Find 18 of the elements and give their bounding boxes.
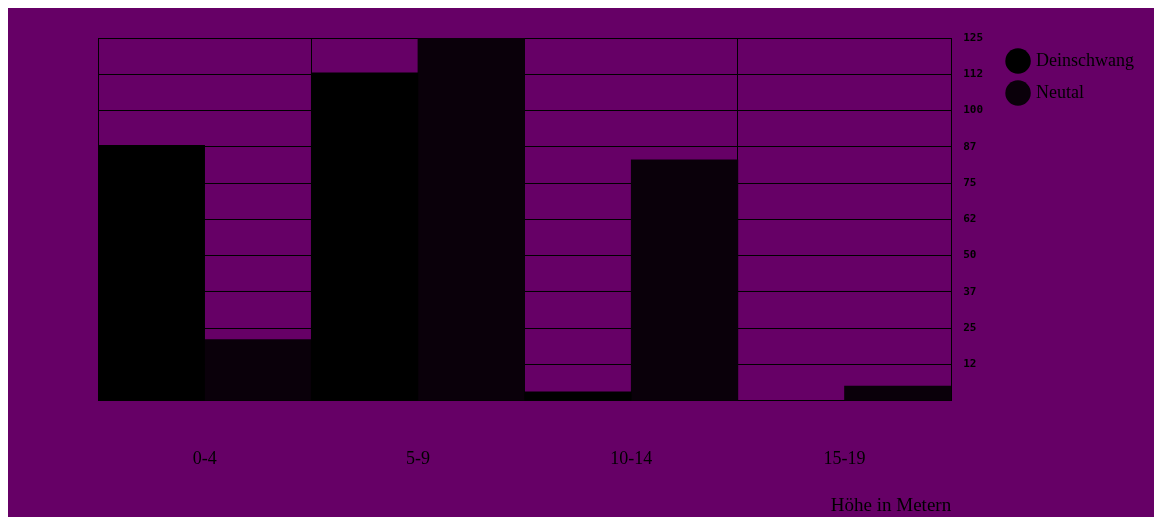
x-tick-label: 10-14 [610,448,653,469]
y-tick-label: 75 [963,175,977,189]
y-tick-label: 112 [963,67,984,81]
y-tick-label: 62 [963,212,977,226]
x-tick-label: 15-19 [823,448,866,469]
y-tick-label: 12 [963,357,977,371]
bar [844,385,952,401]
x-tick-label: 0-4 [192,448,217,469]
y-tick-label: 37 [963,284,977,298]
y-tick-label: 87 [963,139,977,153]
y-tick-label: 50 [963,248,977,262]
y-tick-label: 25 [963,320,977,334]
x-tick-label: 5-9 [405,448,430,469]
x-axis-title: Höhe in Metern [830,493,952,515]
legend-label: Deinschwang [1036,49,1135,70]
y-tick-label: 125 [963,30,984,44]
legend-label: Neutal [1036,81,1085,102]
y-tick-label: 100 [963,103,984,117]
